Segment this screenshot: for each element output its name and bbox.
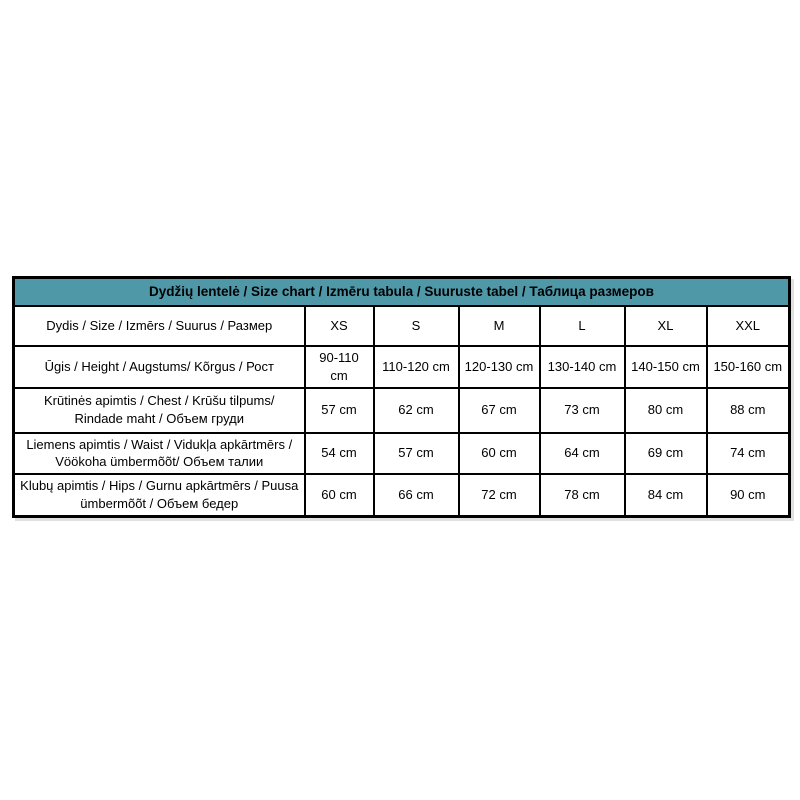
size-cell-xs: XS (303, 304, 375, 347)
hips-value-xxl: 90 cm (705, 472, 791, 518)
height-label: Ūgis / Height / Augstums/ Kõrgus / Рост (12, 344, 306, 389)
waist-value-xxl: 74 cm (705, 431, 791, 475)
height-value-xxl: 150-160 cm (705, 344, 791, 389)
chest-label: Krūtinės apimtis / Chest / Krūšu tilpums… (12, 386, 306, 434)
hips-row: Klubų apimtis / Hips / Gurnu apkārtmērs … (12, 472, 791, 518)
size-cell-m: M (457, 304, 541, 347)
size-cell-l: L (538, 304, 626, 347)
size-cell-s: S (372, 304, 460, 347)
chest-row: Krūtinės apimtis / Chest / Krūšu tilpums… (12, 386, 791, 434)
hips-value-s: 66 cm (372, 472, 460, 518)
waist-value-l: 64 cm (538, 431, 626, 475)
hips-value-xs: 60 cm (303, 472, 375, 518)
size-row-label: Dydis / Size / Izmērs / Suurus / Размер (12, 304, 306, 347)
hips-value-l: 78 cm (538, 472, 626, 518)
size-chart-table: Dydžių lentelė / Size chart / Izmēru tab… (12, 276, 792, 519)
height-value-l: 130-140 cm (538, 344, 626, 389)
table-title: Dydžių lentelė / Size chart / Izmēru tab… (12, 276, 791, 307)
waist-value-xs: 54 cm (303, 431, 375, 475)
chest-value-xl: 80 cm (623, 386, 708, 434)
height-value-s: 110-120 cm (372, 344, 460, 389)
chest-value-xxl: 88 cm (705, 386, 791, 434)
height-value-m: 120-130 cm (457, 344, 541, 389)
hips-label: Klubų apimtis / Hips / Gurnu apkārtmērs … (12, 472, 306, 518)
waist-value-xl: 69 cm (623, 431, 708, 475)
waist-row: Liemens apimtis / Waist / Vidukļa apkārt… (12, 431, 791, 475)
size-header-row: Dydis / Size / Izmērs / Suurus / Размер … (12, 304, 791, 347)
table-title-row: Dydžių lentelė / Size chart / Izmēru tab… (12, 276, 791, 307)
waist-value-s: 57 cm (372, 431, 460, 475)
height-value-xl: 140-150 cm (623, 344, 708, 389)
hips-value-xl: 84 cm (623, 472, 708, 518)
height-row: Ūgis / Height / Augstums/ Kõrgus / Рост … (12, 344, 791, 389)
size-cell-xxl: XXL (705, 304, 791, 347)
height-value-xs: 90-110 cm (303, 344, 375, 389)
chest-value-s: 62 cm (372, 386, 460, 434)
waist-value-m: 60 cm (457, 431, 541, 475)
chest-value-m: 67 cm (457, 386, 541, 434)
size-cell-xl: XL (623, 304, 708, 347)
chest-value-l: 73 cm (538, 386, 626, 434)
chest-value-xs: 57 cm (303, 386, 375, 434)
waist-label: Liemens apimtis / Waist / Vidukļa apkārt… (12, 431, 306, 475)
hips-value-m: 72 cm (457, 472, 541, 518)
